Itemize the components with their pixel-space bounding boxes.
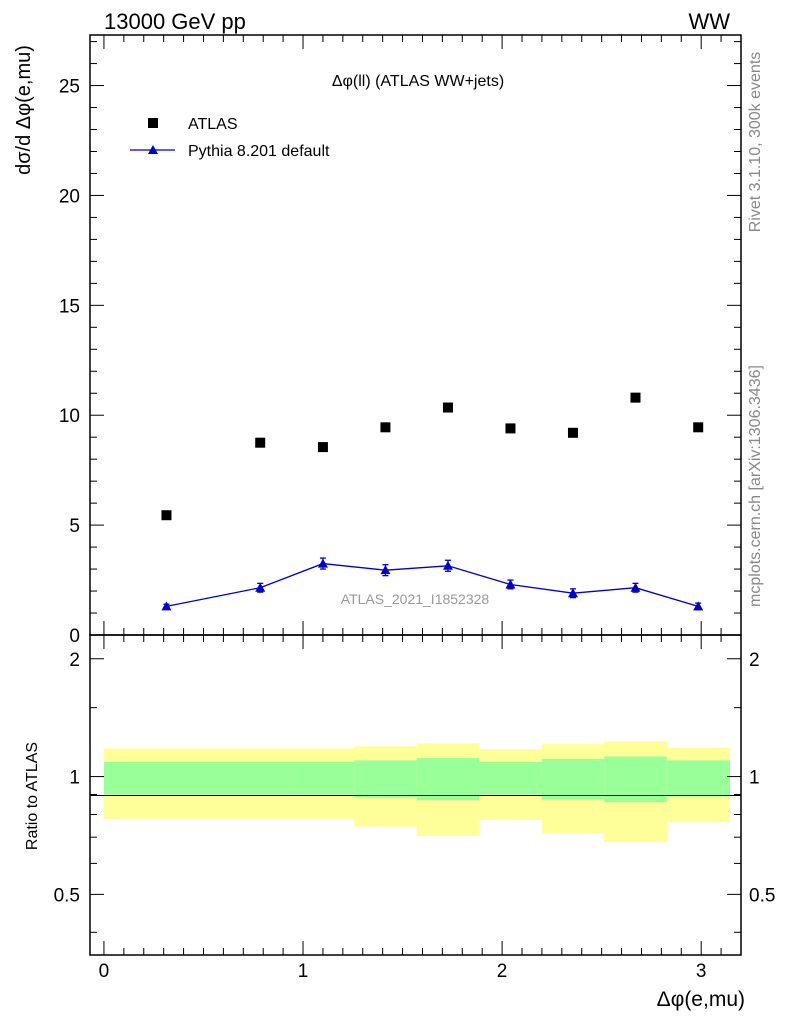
pythia-point xyxy=(442,560,453,570)
mcplots-label: mcplots.cern.ch [arXiv:1306.3436] xyxy=(747,365,764,607)
pythia-point xyxy=(693,601,704,611)
ratio-inner-band xyxy=(479,761,543,795)
ratio-frame xyxy=(89,634,742,956)
atlas-series xyxy=(161,392,704,521)
main-y-tick-label: 5 xyxy=(69,516,80,537)
x-tick-label: 2 xyxy=(497,961,508,982)
pythia-point xyxy=(317,558,328,568)
ratio-inner-band xyxy=(291,761,355,795)
ratio-bands xyxy=(103,741,730,843)
main-y-tick-label: 25 xyxy=(59,77,80,98)
ratio-tick-labels: 0.5 0.5 1 1 2 2 0 1 2 3 xyxy=(54,650,776,982)
main-y-tick-label: 0 xyxy=(69,626,80,647)
main-axis-ticks xyxy=(90,35,741,636)
ratio-inner-band xyxy=(103,761,292,795)
x-tick-label: 1 xyxy=(298,961,309,982)
legend-atlas-marker xyxy=(148,118,158,128)
pythia-point xyxy=(630,582,641,592)
ratio-y-tick-label-left: 1 xyxy=(69,768,80,789)
ratio-y-tick-label-right: 0.5 xyxy=(749,885,775,906)
x-tick-label: 0 xyxy=(99,961,110,982)
ratio-inner-band xyxy=(541,758,605,800)
energy-label: 13000 GeV pp xyxy=(104,9,246,34)
main-y-tick-label: 15 xyxy=(59,296,80,317)
ratio-inner-band xyxy=(604,756,668,803)
atlas-point xyxy=(505,423,516,434)
pythia-series xyxy=(161,557,704,611)
pythia-point xyxy=(255,582,266,592)
ratio-y-tick-label-left: 2 xyxy=(69,650,80,671)
atlas-point xyxy=(161,510,172,521)
ratio-inner-band xyxy=(354,760,418,798)
ratio-y-tick-label-left: 0.5 xyxy=(54,885,80,906)
pythia-point xyxy=(380,565,391,575)
y-axis-title: dσ/d Δφ(e,mu) xyxy=(13,45,35,175)
atlas-point xyxy=(442,402,453,413)
main-y-tick-label: 10 xyxy=(59,406,80,427)
ratio-y-tick-label-right: 2 xyxy=(749,650,760,671)
pythia-point xyxy=(161,601,172,611)
x-axis-title: Δφ(e,mu) xyxy=(657,988,745,1011)
atlas-point xyxy=(693,422,704,433)
main-title: Δφ(ll) (ATLAS WW+jets) xyxy=(332,73,504,90)
watermark: ATLAS_2021_I1852328 xyxy=(341,591,490,607)
atlas-point xyxy=(380,422,391,433)
process-label: WW xyxy=(688,9,730,34)
ratio-axis-ticks xyxy=(90,635,741,955)
legend-pythia-label: Pythia 8.201 default xyxy=(188,143,330,160)
atlas-point xyxy=(567,427,578,438)
ratio-panel: 0.5 0.5 1 1 2 2 0 1 2 3 Ratio to ATLAS Δφ(e,mu) xyxy=(24,634,776,1011)
atlas-point xyxy=(630,392,641,403)
ratio-inner-band xyxy=(666,760,730,797)
ratio-y-tick-label-right: 1 xyxy=(749,768,760,789)
atlas-point xyxy=(317,442,328,453)
main-tick-labels: 0 5 10 15 20 25 xyxy=(59,77,80,647)
main-y-tick-label: 20 xyxy=(59,186,80,207)
pythia-point xyxy=(567,588,578,598)
ratio-y-axis-title: Ratio to ATLAS xyxy=(24,742,41,850)
legend-pythia-marker xyxy=(148,145,158,154)
pythia-point xyxy=(505,579,516,589)
ratio-inner-band xyxy=(416,758,480,801)
atlas-point xyxy=(255,437,266,448)
legend-atlas-label: ATLAS xyxy=(188,116,238,133)
x-tick-label: 3 xyxy=(696,961,707,982)
legend: ATLAS Pythia 8.201 default xyxy=(130,116,330,160)
rivet-label: Rivet 3.1.10, 300k events xyxy=(747,52,764,233)
main-panel: 0 5 10 15 20 25 Δφ(ll) (ATLAS WW+jets) ATLAS_… xyxy=(13,34,742,647)
